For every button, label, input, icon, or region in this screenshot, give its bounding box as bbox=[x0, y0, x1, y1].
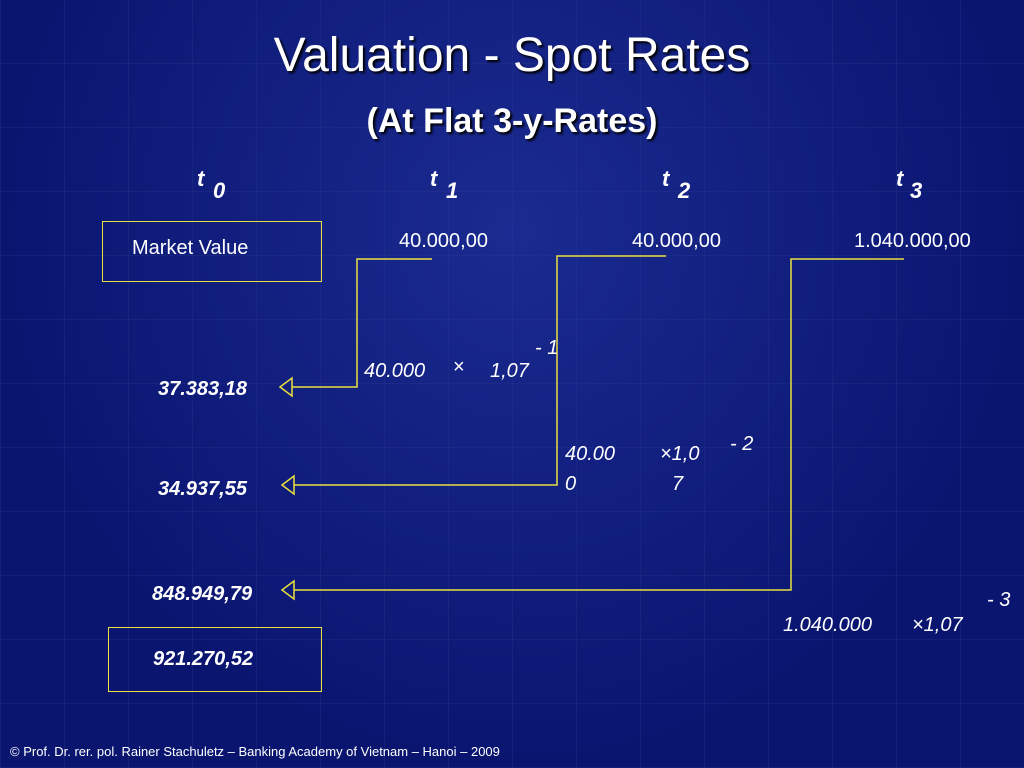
formula2-exponent: - 2 bbox=[730, 433, 754, 455]
page-subtitle: (At Flat 3-y-Rates) bbox=[366, 102, 658, 140]
formula1-rate: 1,07 bbox=[490, 360, 529, 382]
period-t2-index: 2 bbox=[678, 178, 691, 203]
arrowhead-t3 bbox=[280, 579, 295, 601]
period-t3-letter: t bbox=[896, 166, 904, 191]
period-t1-letter: t bbox=[430, 166, 438, 191]
formula3-exponent: - 3 bbox=[987, 589, 1011, 611]
market-value-label: Market Value bbox=[132, 237, 249, 259]
arrowhead-t1 bbox=[278, 376, 293, 398]
formula2-amount-line1: 40.00 bbox=[565, 443, 616, 465]
total-value: 921.270,52 bbox=[153, 648, 254, 670]
market-value-box bbox=[102, 221, 322, 282]
connector-t2 bbox=[294, 255, 666, 486]
total-box bbox=[108, 627, 322, 692]
period-t1-index: 1 bbox=[446, 178, 459, 203]
formula2-rate-line1: ×1,0 bbox=[660, 443, 700, 465]
connector-t3 bbox=[294, 258, 904, 591]
present-value-t2: 34.937,55 bbox=[158, 478, 247, 500]
formula1-amount: 40.000 bbox=[364, 360, 426, 382]
period-t3-index: 3 bbox=[910, 178, 923, 203]
page-title: Valuation - Spot Rates bbox=[273, 29, 751, 82]
period-t0-letter: t bbox=[197, 166, 205, 191]
formula1-exponent: - 1 bbox=[535, 337, 559, 359]
period-t0-index: 0 bbox=[213, 178, 226, 203]
period-t2-letter: t bbox=[662, 166, 670, 191]
arrowhead-t2 bbox=[280, 474, 295, 496]
cash-flow-t1: 40.000,00 bbox=[399, 230, 488, 252]
cash-flow-t3: 1.040.000,00 bbox=[854, 230, 971, 252]
footer-credit: © Prof. Dr. rer. pol. Rainer Stachuletz … bbox=[10, 744, 500, 759]
formula2-rate-line2: 7 bbox=[672, 473, 684, 495]
formula2-amount-line2: 0 bbox=[565, 473, 577, 495]
formula3-amount: 1.040.000 bbox=[783, 614, 872, 636]
formula1-times: × bbox=[453, 356, 465, 378]
connector-t1 bbox=[292, 258, 432, 388]
present-value-t1: 37.383,18 bbox=[158, 378, 247, 400]
cash-flow-t2: 40.000,00 bbox=[632, 230, 721, 252]
present-value-t3: 848.949,79 bbox=[152, 583, 253, 605]
formula3-rate: ×1,07 bbox=[912, 614, 963, 636]
